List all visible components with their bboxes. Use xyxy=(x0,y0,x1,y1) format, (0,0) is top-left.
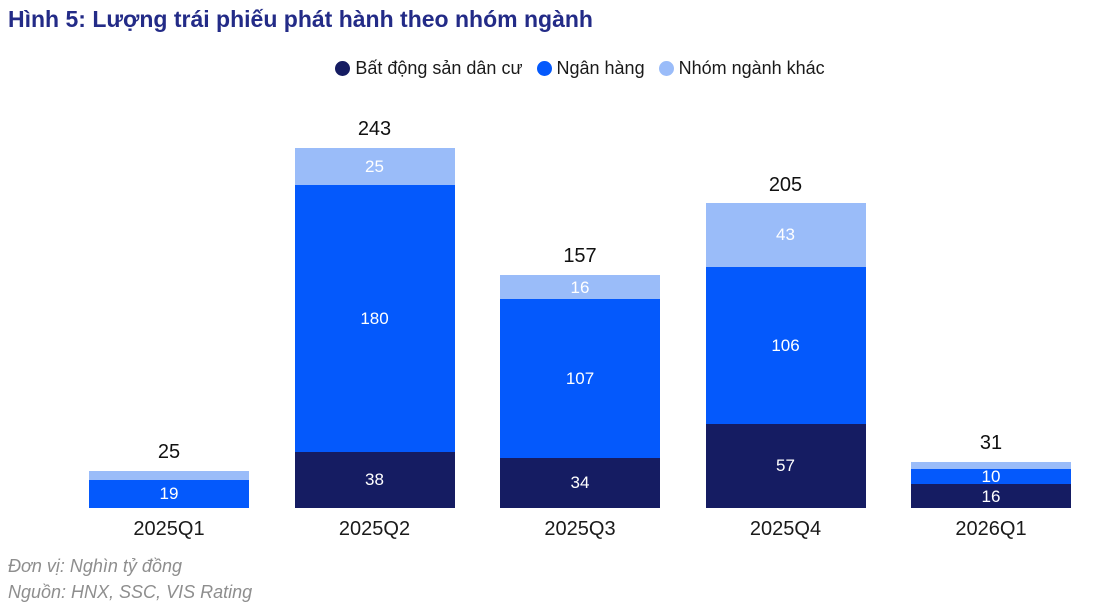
legend-label: Nhóm ngành khác xyxy=(678,58,825,78)
bar-group-2025q1: 25 19 2025Q1 xyxy=(89,148,249,540)
bar-segment-value: 106 xyxy=(771,335,800,355)
chart-footnotes: Đơn vị: Nghìn tỷ đồng Nguồn: HNX, SSC, V… xyxy=(8,553,252,605)
bar-group-2025q4: 205 43 106 57 2025Q4 xyxy=(705,148,866,540)
bar-segment-blue: 10 xyxy=(911,467,1071,487)
bar-segment-value: 16 xyxy=(981,486,1001,506)
bar-segment-value: 19 xyxy=(159,484,179,504)
stacked-bar-chart: 25 19 2025Q1 243 25 180 38 2025Q2 157 16 107 34 2025… xyxy=(89,118,1071,540)
bar-segment-value: 57 xyxy=(776,456,795,476)
bar-total-label: 205 xyxy=(768,174,803,197)
bar-segment-navy: 57 xyxy=(705,423,866,508)
x-axis-label: 2025Q3 xyxy=(544,518,616,540)
bar-segment-navy: 34 xyxy=(500,457,660,508)
x-axis-label: 2025Q4 xyxy=(749,518,822,540)
legend-item-other-sectors: Nhóm ngành khác xyxy=(658,58,825,79)
x-axis-label: 2025Q1 xyxy=(133,518,205,540)
bar-segment-blue: 19 xyxy=(89,479,249,508)
legend-item-residential-real-estate: Bất động sản dân cư xyxy=(335,58,523,79)
bar-segment-value: 38 xyxy=(365,470,384,490)
bar-segment-blue: 106 xyxy=(705,266,866,424)
legend-dot-blue-icon xyxy=(536,61,552,76)
bar-group-2026q1: 31 10 16 2026Q1 xyxy=(911,148,1071,540)
legend-dot-navy-icon xyxy=(335,61,351,76)
bar-segment-light_blue: 16 xyxy=(500,275,660,300)
bar-total-label: 31 xyxy=(979,432,1003,455)
bar-segment-value: 34 xyxy=(570,473,590,493)
bar-group-2025q2: 243 25 180 38 2025Q2 xyxy=(294,118,455,540)
chart-legend: Bất động sản dân cư Ngân hàng Nhóm ngành… xyxy=(89,58,1071,79)
page-title: Hình 5: Lượng trái phiếu phát hành theo … xyxy=(8,6,593,32)
bar-segment-light_blue xyxy=(911,462,1071,470)
bar-segment-value: 10 xyxy=(981,467,1001,487)
unit-note: Đơn vị: Nghìn tỷ đồng xyxy=(8,556,182,576)
bar-segment-navy: 38 xyxy=(294,451,455,508)
legend-item-banking: Ngân hàng xyxy=(536,58,645,79)
bar-segment-blue: 107 xyxy=(500,299,660,458)
bar-total-label: 157 xyxy=(563,245,597,268)
bar-segment-value: 25 xyxy=(365,157,384,177)
legend-dot-lightblue-icon xyxy=(658,61,674,76)
bar-segment-value: 180 xyxy=(360,308,389,328)
bar-segment-light_blue: 43 xyxy=(705,202,866,267)
legend-label: Ngân hàng xyxy=(556,58,645,78)
legend-label: Bất động sản dân cư xyxy=(355,58,523,78)
bar-group-2025q3: 157 16 107 34 2025Q3 xyxy=(500,148,660,540)
bar-total-label: 25 xyxy=(157,440,181,463)
x-axis-label: 2025Q2 xyxy=(338,518,411,540)
bar-segment-light_blue xyxy=(89,470,249,480)
bar-segment-value: 107 xyxy=(565,368,595,388)
source-note: Nguồn: HNX, SSC, VIS Rating xyxy=(8,582,253,602)
bar-segment-navy: 16 xyxy=(911,484,1071,508)
bar-segment-value: 43 xyxy=(776,225,795,245)
x-axis-label: 2026Q1 xyxy=(955,518,1027,540)
bar-segment-light_blue: 25 xyxy=(294,148,455,186)
bar-segment-blue: 180 xyxy=(294,185,455,452)
bar-total-label: 243 xyxy=(357,118,392,140)
bar-segment-value: 16 xyxy=(570,277,590,297)
